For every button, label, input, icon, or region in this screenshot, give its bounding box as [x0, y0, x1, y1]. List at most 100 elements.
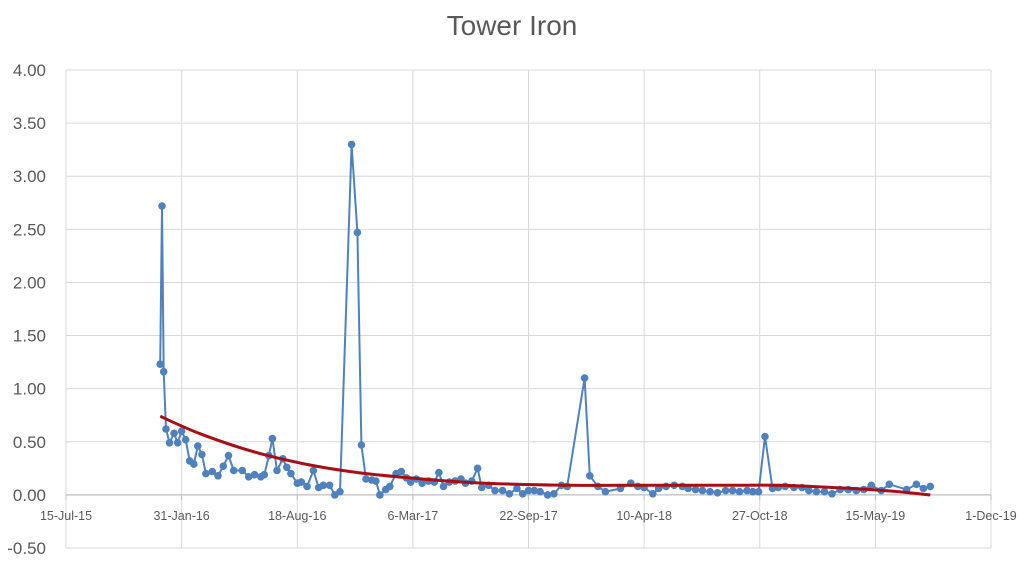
y-tick-label: 1.50 [13, 327, 46, 346]
data-point [530, 486, 539, 495]
data-point [303, 482, 311, 491]
data-point [347, 140, 356, 149]
data-point [219, 462, 228, 471]
x-tick-label: 18-Aug-16 [268, 509, 326, 523]
data-point [477, 483, 486, 492]
data-point [543, 491, 552, 499]
data-point [325, 481, 334, 490]
data-point [319, 481, 328, 490]
y-tick-label: 2.00 [13, 273, 46, 292]
x-tick-label: 15-May-19 [846, 509, 906, 523]
series-line [159, 143, 931, 496]
data-point [283, 463, 291, 472]
y-tick-label: 1.00 [13, 380, 46, 399]
x-tick-label: 22-Sep-17 [499, 509, 557, 523]
y-tick-label: 4.00 [13, 61, 46, 80]
data-point [912, 480, 921, 489]
data-point [743, 486, 751, 495]
y-tick-label: 0.50 [13, 433, 46, 452]
data-point [376, 491, 384, 499]
x-tick-label: 15-Jul-15 [40, 509, 92, 523]
data-point [173, 439, 182, 447]
data-point [260, 470, 269, 479]
x-tick-label: 27-Oct-18 [732, 509, 788, 523]
data-point [357, 441, 366, 449]
data-point [159, 367, 168, 376]
data-point [208, 467, 217, 476]
data-point [713, 489, 722, 497]
data-point [202, 469, 210, 478]
data-point [919, 484, 928, 493]
data-point [353, 228, 362, 237]
data-point [550, 490, 558, 498]
data-point [518, 490, 527, 498]
data-point [198, 450, 206, 459]
data-point [224, 451, 233, 460]
y-tick-label: 3.00 [13, 167, 46, 186]
data-point [165, 439, 174, 447]
x-tick-label: 10-Apr-18 [616, 509, 672, 523]
data-point [297, 478, 306, 486]
y-tick-label: 0.00 [13, 486, 46, 505]
y-tick-label: -0.50 [7, 539, 46, 558]
data-point [728, 486, 737, 495]
y-tick-label: 3.50 [13, 114, 46, 133]
data-point [273, 466, 281, 475]
x-tick-label: 6-Mar-17 [388, 509, 439, 523]
data-point [691, 485, 700, 494]
y-tick-label: 2.50 [13, 220, 46, 239]
data-point [177, 427, 186, 436]
data-point [805, 486, 813, 495]
data-point [749, 487, 757, 496]
x-tick-label: 1-Dec-19 [965, 509, 1016, 523]
data-point [761, 432, 769, 441]
data-point [156, 360, 164, 369]
data-point [586, 472, 594, 480]
trendline [159, 414, 931, 497]
data-point [867, 481, 876, 490]
data-point [244, 473, 253, 481]
data-point [238, 466, 247, 475]
data-point [229, 466, 238, 475]
data-point [309, 466, 318, 475]
data-point [580, 374, 589, 382]
data-point [885, 480, 894, 489]
data-point [362, 475, 370, 483]
data-point [524, 486, 533, 495]
data-point [435, 468, 443, 477]
data-point [162, 425, 170, 433]
data-point [828, 490, 836, 498]
data-point [190, 460, 198, 468]
data-point [754, 487, 763, 496]
data-point [194, 442, 202, 450]
data-point [181, 435, 190, 444]
data-point [505, 490, 514, 498]
data-point [812, 487, 821, 496]
data-point [397, 467, 406, 476]
data-point [214, 472, 222, 480]
data-point [386, 482, 394, 491]
data-point [372, 477, 380, 485]
data-point [473, 464, 482, 473]
data-point [491, 486, 499, 495]
data-point [513, 484, 521, 493]
data-point [926, 482, 935, 491]
data-point [721, 486, 730, 495]
data-point [170, 429, 178, 438]
data-point [698, 486, 707, 495]
chart-title: Tower Iron [446, 10, 578, 41]
x-tick-label: 31-Jan-16 [153, 509, 209, 523]
data-point [601, 487, 610, 496]
data-point [498, 486, 507, 495]
data-point [706, 487, 714, 496]
data-point [287, 469, 295, 478]
data-point [268, 434, 277, 443]
data-point [439, 482, 448, 491]
data-point [158, 202, 166, 210]
data-point [735, 487, 744, 496]
data-point [406, 478, 415, 486]
data-point [536, 487, 544, 496]
data-point [820, 487, 829, 496]
